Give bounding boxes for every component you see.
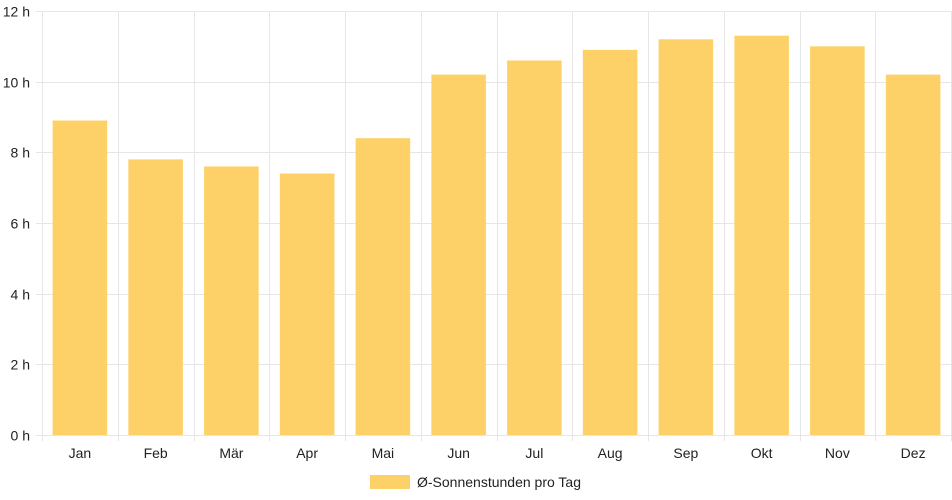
x-tick-label: Dez bbox=[901, 445, 926, 461]
x-tick-label: Jun bbox=[447, 445, 470, 461]
y-tick-label: 2 h bbox=[11, 357, 30, 373]
x-tick-label: Mai bbox=[372, 445, 395, 461]
bar[interactable] bbox=[582, 49, 638, 436]
grid bbox=[36, 11, 952, 441]
y-axis-ticks: 0 h 2 h 4 h 6 h 8 h 10 h 12 h bbox=[3, 4, 30, 444]
x-axis-ticks: Jan Feb Mär Apr Mai Jun Jul Aug Sep Okt Nov Dez bbox=[69, 445, 926, 461]
legend-label: Ø-Sonnenstunden pro Tag bbox=[417, 474, 581, 490]
x-tick-label: Mär bbox=[219, 445, 243, 461]
bar[interactable] bbox=[734, 35, 789, 435]
y-tick-label: 8 h bbox=[11, 145, 30, 161]
bar[interactable] bbox=[507, 60, 562, 435]
x-tick-label: Jan bbox=[69, 445, 92, 461]
x-tick-label: Aug bbox=[598, 445, 623, 461]
y-tick-label: 12 h bbox=[3, 4, 30, 20]
x-tick-label: Feb bbox=[144, 445, 168, 461]
bar[interactable] bbox=[810, 46, 865, 435]
bar[interactable] bbox=[431, 74, 486, 435]
bar[interactable] bbox=[355, 138, 411, 435]
y-tick-label: 4 h bbox=[11, 287, 30, 303]
x-tick-label: Jul bbox=[525, 445, 543, 461]
x-tick-label: Apr bbox=[296, 445, 318, 461]
y-tick-label: 10 h bbox=[3, 75, 30, 91]
legend-swatch bbox=[370, 475, 410, 489]
x-tick-label: Nov bbox=[825, 445, 850, 461]
bar[interactable] bbox=[128, 159, 183, 435]
x-tick-label: Sep bbox=[673, 445, 698, 461]
y-tick-label: 6 h bbox=[11, 216, 30, 232]
y-tick-label: 0 h bbox=[11, 428, 30, 444]
legend[interactable]: Ø-Sonnenstunden pro Tag bbox=[370, 474, 581, 490]
bar[interactable] bbox=[52, 120, 108, 435]
bar[interactable] bbox=[658, 39, 714, 436]
bar[interactable] bbox=[204, 166, 259, 435]
x-tick-label: Okt bbox=[751, 445, 773, 461]
bar[interactable] bbox=[885, 74, 941, 435]
bars bbox=[52, 35, 941, 436]
bar[interactable] bbox=[279, 173, 335, 435]
